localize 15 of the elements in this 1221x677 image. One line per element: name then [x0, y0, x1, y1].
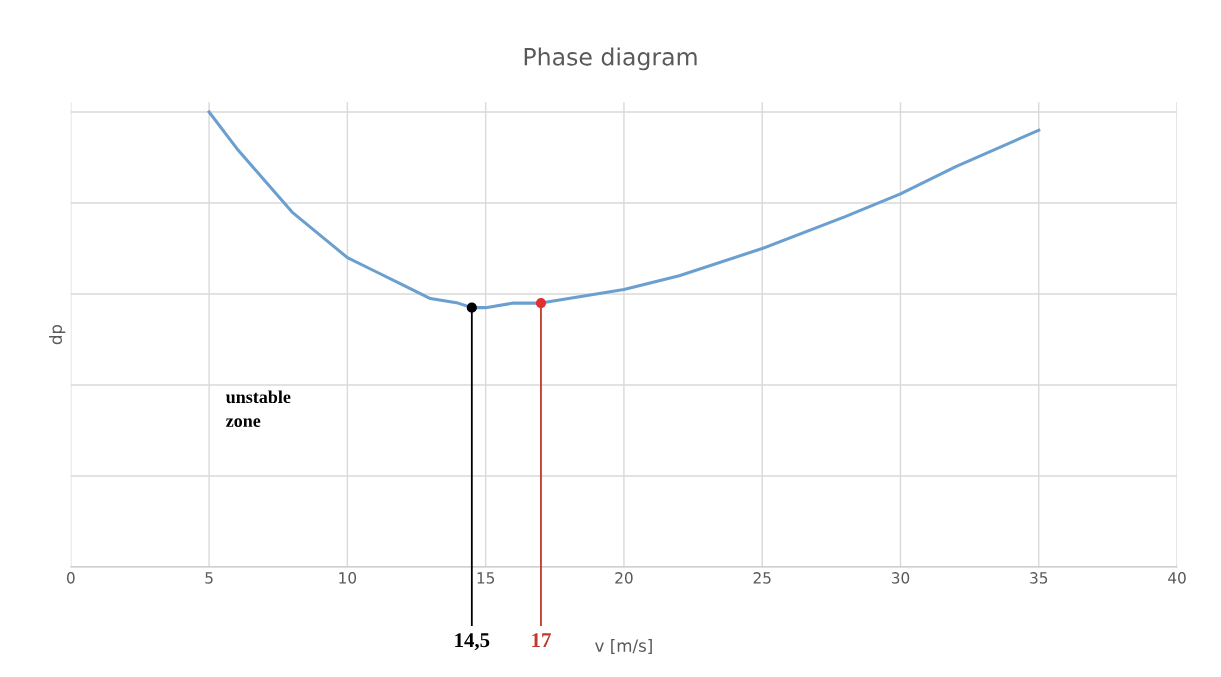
x-tick-label: 35 — [1030, 572, 1048, 584]
annotation: unstable zone — [225, 390, 291, 427]
x-tick-label: 0 — [66, 572, 75, 584]
x-tick-label: 5 — [205, 572, 213, 584]
x-tick-label: 10 — [339, 572, 357, 584]
chart-title: Phase diagram — [524, 47, 697, 71]
x-tick-label: 40 — [1168, 572, 1186, 584]
y-axis-title: dp — [49, 324, 66, 345]
ref-line-label: 14,5 — [455, 633, 490, 651]
x-tick-label: 20 — [615, 572, 633, 584]
x-axis-title: v [m/s] — [595, 639, 652, 654]
ref-line-label: 17 — [532, 633, 551, 647]
x-tick-label: 25 — [753, 572, 771, 584]
x-tick-label: 30 — [891, 572, 910, 584]
x-tick-label: 15 — [477, 572, 495, 584]
